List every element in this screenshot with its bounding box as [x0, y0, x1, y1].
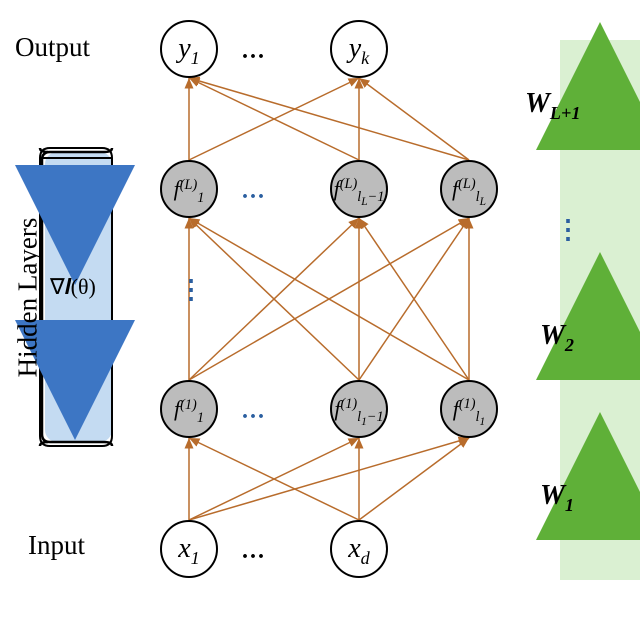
ellipsis: ... — [242, 538, 266, 565]
label-grad: ∇𝒍(θ) — [50, 274, 96, 300]
ellipsis: ⋮ — [555, 215, 581, 245]
node: f(1)l1−1 — [330, 380, 388, 438]
weight-label: W1 — [540, 480, 574, 512]
ellipsis: ⋮ — [178, 275, 204, 305]
node: yk — [330, 20, 388, 78]
label-hidden: Hidden Layers — [13, 208, 44, 388]
node: f(L)1 — [160, 160, 218, 218]
weight-label: W2 — [540, 320, 574, 352]
node: f(1)l1 — [440, 380, 498, 438]
label-input: Input — [28, 530, 85, 561]
node: f(L)lL — [440, 160, 498, 218]
node: xd — [330, 520, 388, 578]
ellipsis: ... — [242, 38, 266, 65]
label-output: Output — [15, 32, 90, 63]
node: f(1)1 — [160, 380, 218, 438]
weight-label: WL+1 — [525, 88, 580, 120]
node: x1 — [160, 520, 218, 578]
ellipsis: ... — [242, 398, 266, 425]
node: y1 — [160, 20, 218, 78]
ellipsis: ... — [242, 178, 266, 205]
node: f(L)lL−1 — [330, 160, 388, 218]
